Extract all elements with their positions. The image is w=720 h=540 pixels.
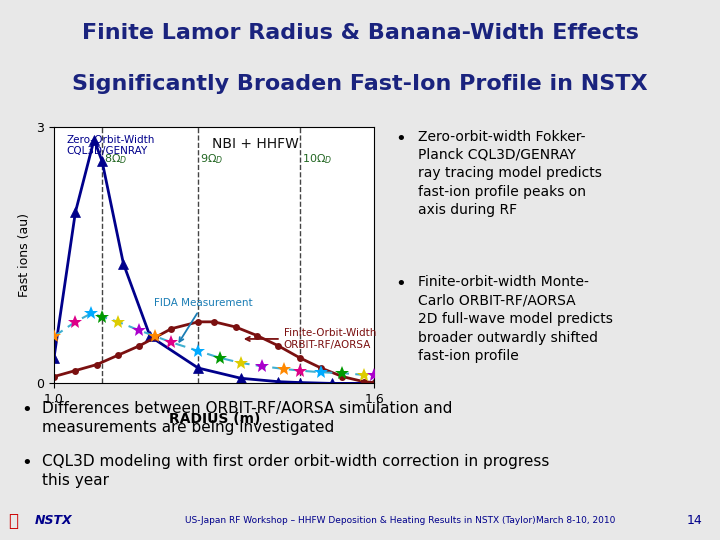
Text: $9\Omega_D$: $9\Omega_D$ bbox=[200, 152, 224, 166]
Text: FIDA Measurement: FIDA Measurement bbox=[154, 298, 253, 342]
Text: •: • bbox=[395, 275, 406, 293]
Text: •: • bbox=[22, 454, 32, 472]
Text: Differences between ORBIT-RF/AORSA simulation and
measurements are being investi: Differences between ORBIT-RF/AORSA simul… bbox=[42, 401, 452, 435]
Text: Finite Lamor Radius & Banana-Width Effects: Finite Lamor Radius & Banana-Width Effec… bbox=[81, 23, 639, 43]
Text: NBI + HHFW: NBI + HHFW bbox=[212, 137, 300, 151]
Text: CQL3D modeling with first order orbit-width correction in progress
this year: CQL3D modeling with first order orbit-wi… bbox=[42, 454, 549, 488]
X-axis label: RADIUS (m): RADIUS (m) bbox=[168, 411, 260, 426]
Text: Finite-orbit-width Monte-
Carlo ORBIT-RF/AORSA
2D full-wave model predicts
broad: Finite-orbit-width Monte- Carlo ORBIT-RF… bbox=[418, 275, 613, 363]
Text: 14: 14 bbox=[686, 514, 702, 527]
Y-axis label: Fast ions (au): Fast ions (au) bbox=[18, 213, 31, 297]
Text: March 8-10, 2010: March 8-10, 2010 bbox=[536, 516, 616, 525]
Text: Finite-Orbit-Width
ORBIT-RF/AORSA: Finite-Orbit-Width ORBIT-RF/AORSA bbox=[246, 328, 376, 350]
Text: Significantly Broaden Fast-Ion Profile in NSTX: Significantly Broaden Fast-Ion Profile i… bbox=[72, 73, 648, 93]
Text: Ⓝ: Ⓝ bbox=[9, 511, 19, 530]
Text: Zero-orbit-width Fokker-
Planck CQL3D/GENRAY
ray tracing model predicts
fast-ion: Zero-orbit-width Fokker- Planck CQL3D/GE… bbox=[418, 130, 602, 217]
Text: US-Japan RF Workshop – HHFW Deposition & Heating Results in NSTX (Taylor): US-Japan RF Workshop – HHFW Deposition &… bbox=[185, 516, 535, 525]
Text: $8\Omega_D$: $8\Omega_D$ bbox=[104, 152, 127, 166]
Text: Zero-Orbit-Width
CQL3D/GENRAY: Zero-Orbit-Width CQL3D/GENRAY bbox=[67, 134, 156, 156]
Text: $10\Omega_D$: $10\Omega_D$ bbox=[302, 152, 332, 166]
Text: NSTX: NSTX bbox=[35, 514, 72, 527]
Text: •: • bbox=[395, 130, 406, 147]
Text: •: • bbox=[22, 401, 32, 419]
